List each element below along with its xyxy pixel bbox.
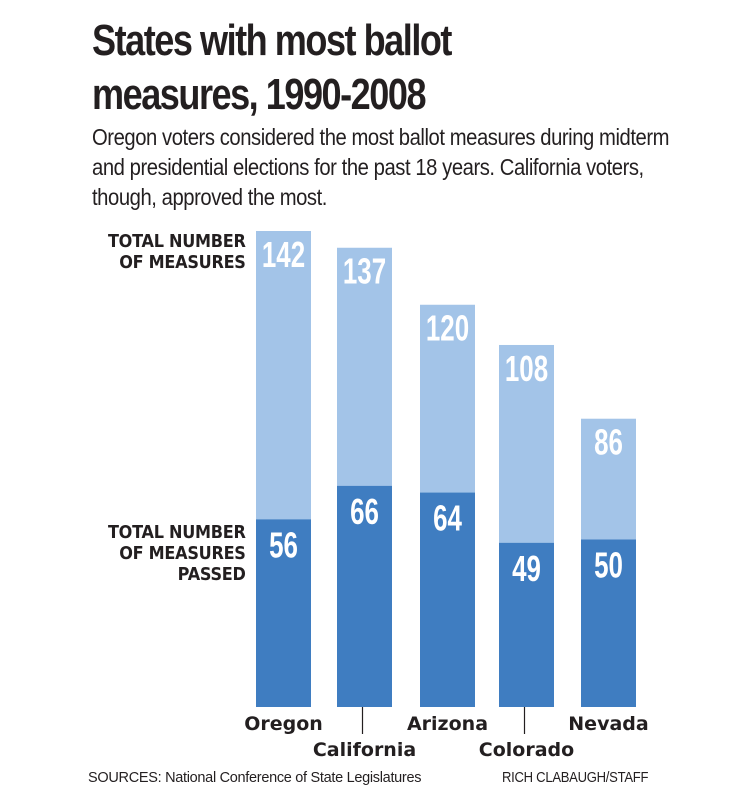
- label-total-colorado: 108: [505, 349, 548, 389]
- bar-passed-colorado: [499, 542, 554, 707]
- category-label-california: California: [313, 739, 416, 761]
- series-passed-bars: [256, 485, 636, 707]
- bar-passed-nevada: [581, 539, 636, 707]
- category-label-colorado: Colorado: [479, 739, 574, 761]
- legend-measures-passed: TOTAL NUMBER OF MEASURES PASSED: [108, 523, 246, 585]
- label-total-oregon: 142: [262, 235, 305, 275]
- bar-passed-arizona: [420, 492, 475, 707]
- label-passed-california: 66: [350, 492, 379, 532]
- label-passed-nevada: 50: [594, 545, 623, 585]
- legend-total-measures: TOTAL NUMBER OF MEASURES: [108, 232, 246, 273]
- bar-passed-california: [337, 485, 392, 707]
- category-labels: Oregon California Arizona Colorado Nevada: [244, 707, 649, 761]
- category-label-oregon: Oregon: [244, 713, 323, 735]
- chart-subtitle: Oregon voters considered the most ballot…: [92, 124, 670, 210]
- credit-note: RICH CLABAUGH/STAFF: [502, 770, 649, 786]
- label-total-arizona: 120: [426, 309, 469, 349]
- label-total-california: 137: [343, 252, 386, 292]
- category-label-nevada: Nevada: [568, 713, 648, 735]
- label-passed-oregon: 56: [269, 525, 298, 565]
- data-labels: 142 56 137 66 120 64 108 49 86 50: [262, 235, 623, 589]
- source-note: SOURCES: National Conference of State Le…: [88, 770, 422, 786]
- bar-passed-oregon: [256, 519, 311, 707]
- label-total-nevada: 86: [594, 423, 623, 463]
- category-label-arizona: Arizona: [407, 713, 488, 735]
- chart-title: States with most ballot measures, 1990-2…: [92, 16, 452, 119]
- label-passed-colorado: 49: [512, 549, 541, 589]
- label-passed-arizona: 64: [433, 498, 462, 538]
